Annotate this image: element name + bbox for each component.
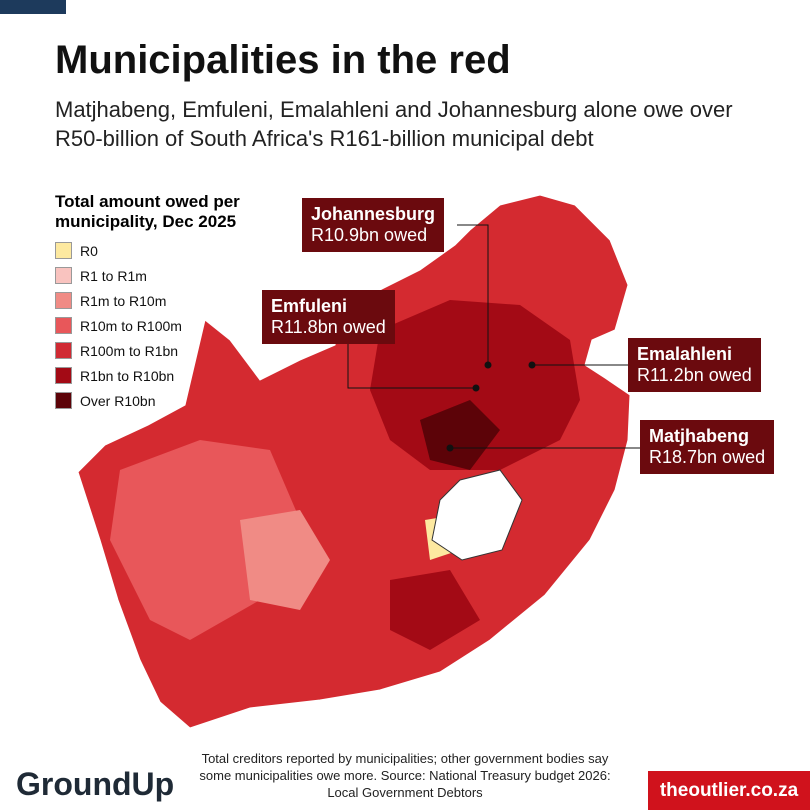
callout-amount: R11.2bn owed (637, 365, 752, 385)
callout-amount: R10.9bn owed (311, 225, 428, 245)
callout-name: Matjhabeng (649, 426, 750, 446)
legend-swatch (55, 367, 72, 384)
legend-item: Over R10bn (55, 388, 182, 413)
callout: Emalahleni R11.2bn owed (628, 338, 761, 392)
region (240, 510, 330, 610)
legend-swatch (55, 267, 72, 284)
legend-label: R100m to R1bn (80, 342, 179, 359)
legend: R0 R1 to R1m R1m to R10m R10m to R100m R100m… (55, 238, 182, 413)
legend-label: R1m to R10m (80, 292, 167, 309)
callout-amount: R11.8bn owed (271, 317, 386, 337)
callout: Johannesburg R10.9bn owed (302, 198, 445, 252)
logo-left: GroundUp (16, 766, 175, 802)
legend-swatch (55, 242, 72, 259)
legend-swatch (55, 292, 72, 309)
subtitle: Matjhabeng, Emfuleni, Emalahleni and Joh… (55, 97, 733, 151)
leader-lines (347, 224, 640, 449)
footnote-line: Total creditors reported by municipaliti… (201, 751, 609, 766)
footnote: Total creditors reported by municipaliti… (150, 750, 660, 801)
legend-item: R1bn to R10bn (55, 363, 182, 388)
callout-name: Emfuleni (271, 296, 348, 316)
footnote-line: Local Government Debtors (327, 785, 483, 800)
logo-right: theoutlier.co.za (648, 771, 810, 810)
points (446, 361, 536, 452)
lesotho (431, 469, 523, 561)
region (420, 400, 500, 470)
legend-title: Total amount owed per municipality, Dec … (55, 192, 240, 231)
callout-name: Emalahleni (637, 344, 733, 364)
title: Municipalities in the red (55, 38, 511, 82)
legend-label: R1 to R1m (80, 267, 147, 284)
legend-item: R0 (55, 238, 182, 263)
legend-swatch (55, 392, 72, 409)
legend-item: R10m to R100m (55, 313, 182, 338)
region (390, 570, 480, 650)
callout-amount: R18.7bn owed (649, 447, 766, 467)
legend-item: R100m to R1bn (55, 338, 182, 363)
legend-item: R1m to R10m (55, 288, 182, 313)
legend-label: R1bn to R10bn (80, 367, 175, 384)
legend-item: R1 to R1m (55, 263, 182, 288)
top-bar (0, 0, 66, 14)
callout: Emfuleni R11.8bn owed (262, 290, 395, 344)
legend-swatch (55, 317, 72, 334)
footnote-line: some municipalities owe more. Source: Na… (199, 768, 611, 783)
callout: Matjhabeng R18.7bn owed (640, 420, 775, 474)
legend-label: Over R10bn (80, 392, 156, 409)
callout-name: Johannesburg (311, 204, 436, 224)
legend-label: R0 (80, 242, 98, 259)
legend-swatch (55, 342, 72, 359)
legend-label: R10m to R100m (80, 317, 182, 334)
